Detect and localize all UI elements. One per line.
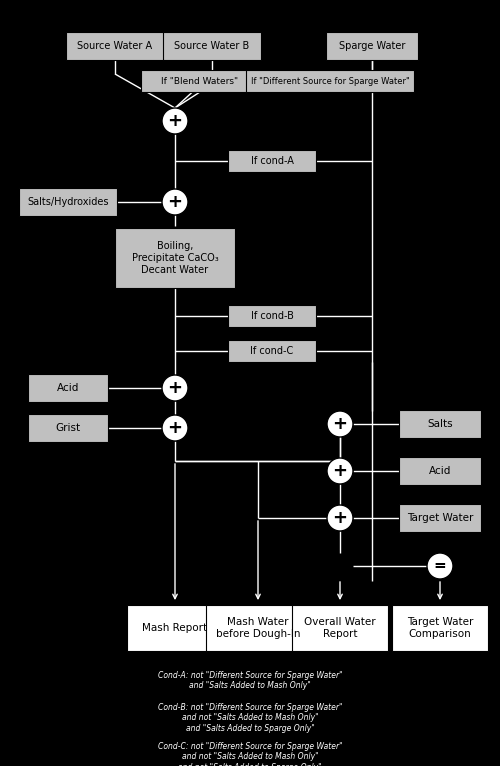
FancyBboxPatch shape [399, 410, 481, 438]
FancyBboxPatch shape [292, 605, 388, 651]
FancyBboxPatch shape [228, 340, 316, 362]
Circle shape [327, 458, 353, 484]
Text: Sparge Water: Sparge Water [339, 41, 405, 51]
Text: Grist: Grist [56, 423, 80, 433]
FancyBboxPatch shape [163, 32, 261, 60]
Circle shape [162, 108, 188, 134]
Text: Source Water B: Source Water B [174, 41, 250, 51]
Text: +: + [168, 379, 182, 397]
FancyBboxPatch shape [228, 305, 316, 327]
FancyBboxPatch shape [399, 457, 481, 485]
Text: If cond-A: If cond-A [250, 156, 294, 166]
Text: +: + [168, 193, 182, 211]
FancyBboxPatch shape [141, 70, 259, 92]
Text: Target Water
Comparison: Target Water Comparison [407, 617, 473, 639]
FancyBboxPatch shape [246, 70, 414, 92]
Text: Source Water A: Source Water A [78, 41, 152, 51]
Text: Mash Report: Mash Report [142, 623, 208, 633]
Text: Cond-A: not "Different Source for Sparge Water"
and "Salts Added to Mash Only": Cond-A: not "Different Source for Sparge… [158, 671, 342, 690]
Circle shape [162, 415, 188, 441]
Text: Cond-B: not "Different Source for Sparge Water"
and not "Salts Added to Mash Onl: Cond-B: not "Different Source for Sparge… [158, 703, 342, 733]
FancyBboxPatch shape [28, 414, 108, 442]
Text: +: + [332, 509, 347, 527]
Text: +: + [332, 462, 347, 480]
Text: Acid: Acid [429, 466, 451, 476]
FancyBboxPatch shape [206, 605, 310, 651]
Text: Mash Water
before Dough-In: Mash Water before Dough-In [216, 617, 300, 639]
Text: +: + [168, 419, 182, 437]
Text: +: + [332, 415, 347, 433]
FancyBboxPatch shape [28, 374, 108, 402]
FancyBboxPatch shape [66, 32, 164, 60]
Text: If cond-C: If cond-C [250, 346, 294, 356]
Text: Salts/Hydroxides: Salts/Hydroxides [27, 197, 109, 207]
Circle shape [427, 553, 453, 579]
Text: If "Blend Waters": If "Blend Waters" [162, 77, 238, 86]
Text: Cond-C: not "Different Source for Sparge Water"
and not "Salts Added to Mash Onl: Cond-C: not "Different Source for Sparge… [158, 742, 342, 766]
Circle shape [162, 375, 188, 401]
Circle shape [327, 505, 353, 531]
FancyBboxPatch shape [228, 150, 316, 172]
Text: If cond-B: If cond-B [250, 311, 294, 321]
Text: Overall Water
Report: Overall Water Report [304, 617, 376, 639]
Text: If "Different Source for Sparge Water": If "Different Source for Sparge Water" [250, 77, 410, 86]
FancyBboxPatch shape [19, 188, 117, 216]
Circle shape [327, 411, 353, 437]
FancyBboxPatch shape [127, 605, 223, 651]
FancyBboxPatch shape [392, 605, 488, 651]
Text: Boiling,
Precipitate CaCO₃
Decant Water: Boiling, Precipitate CaCO₃ Decant Water [132, 241, 218, 274]
Circle shape [162, 189, 188, 215]
Text: Target Water: Target Water [407, 513, 473, 523]
Text: Salts: Salts [427, 419, 453, 429]
FancyBboxPatch shape [326, 32, 418, 60]
FancyBboxPatch shape [115, 228, 235, 288]
Text: +: + [168, 112, 182, 130]
Text: =: = [434, 558, 446, 574]
FancyBboxPatch shape [399, 504, 481, 532]
Text: Acid: Acid [57, 383, 79, 393]
